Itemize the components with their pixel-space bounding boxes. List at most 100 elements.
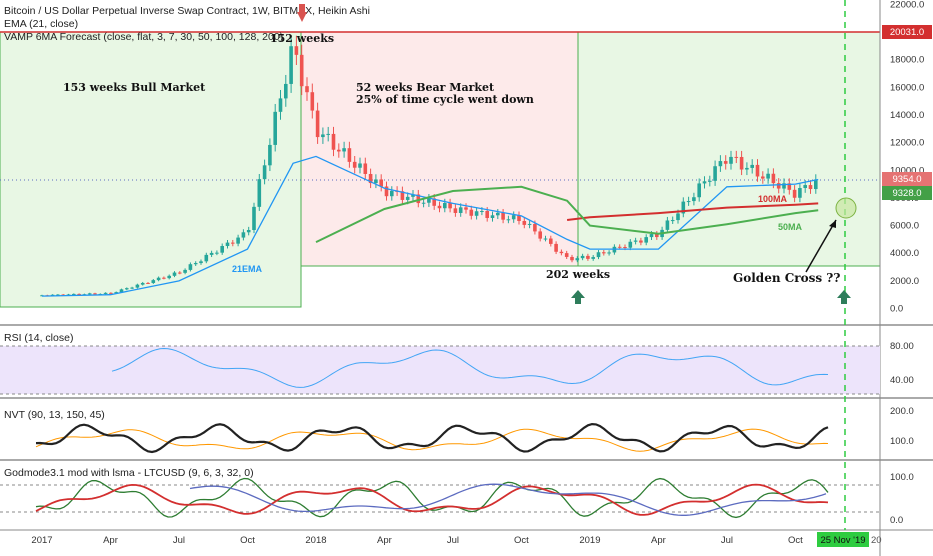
time-axis-partial: 20 (871, 535, 882, 546)
candle-body (358, 163, 362, 168)
candle-body (496, 212, 500, 216)
candle-body (782, 183, 786, 189)
candle-body (204, 254, 209, 262)
candle-body (591, 257, 595, 259)
candle-body (761, 176, 765, 179)
y-ticks-group: 22000.020000.018000.016000.014000.012000… (890, 0, 924, 315)
candle-body (140, 282, 145, 285)
candle-body (490, 215, 495, 218)
current-date-badge (817, 532, 869, 547)
candle-body (321, 134, 325, 138)
candle-body (130, 287, 134, 289)
candle-body (448, 203, 452, 209)
time-axis-label: Jul (447, 535, 459, 546)
candle-body (739, 156, 744, 170)
candle-body (549, 238, 553, 244)
candle-body (178, 272, 182, 274)
candle-body (384, 186, 389, 197)
candle-body (697, 183, 701, 198)
golden-cross-marker (835, 197, 857, 219)
last-price-badge (882, 172, 932, 186)
ma50-label: 50MA (778, 222, 803, 232)
time-axis-label: Apr (651, 535, 666, 546)
candle-body (146, 282, 150, 284)
candle-body (363, 163, 368, 174)
candle-body (289, 46, 293, 84)
candle-body (172, 272, 177, 276)
time-axis-label: 2017 (31, 535, 52, 546)
ma-price-text: 9328.0 (892, 188, 921, 199)
candle-body (580, 255, 585, 259)
down-arrow-icon (297, 12, 307, 22)
candle-body (607, 252, 611, 254)
candle-body (246, 230, 251, 233)
up-arrow-icon (837, 290, 851, 304)
candle-body (193, 263, 198, 265)
candle-body (135, 284, 140, 288)
candle-body (315, 110, 320, 138)
candle-body (421, 202, 426, 204)
candle-body (162, 277, 166, 279)
godmode-red-line (35, 483, 829, 516)
candle-body (776, 183, 781, 189)
candle-body (119, 289, 124, 293)
candle-body (469, 209, 474, 216)
candle-body (686, 201, 691, 203)
candle-body (241, 232, 246, 238)
y-tick-label: 12000.0 (890, 138, 924, 149)
candle-body (554, 243, 558, 252)
candle-body (575, 258, 580, 261)
candle-body (655, 234, 659, 238)
time-axis: 2017 Apr Jul Oct 2018 Apr Jul Oct 2019 Apr Jul Oct (31, 535, 803, 546)
candle-body (374, 179, 378, 184)
candle-body (225, 242, 230, 247)
y-tick-label: 0.0 (890, 304, 903, 315)
candle-body (808, 185, 813, 190)
candle-body (628, 241, 633, 248)
ma-price-badge (882, 186, 932, 200)
candle-body (464, 207, 468, 210)
candle-body (411, 194, 415, 197)
candle-body (787, 183, 792, 190)
candle-body (236, 237, 240, 244)
candle-body (416, 194, 421, 204)
candle-body (745, 167, 749, 170)
candle-body (559, 251, 564, 254)
candle-body (268, 144, 272, 166)
time-axis-label: Apr (103, 535, 118, 546)
candle-body (257, 179, 262, 207)
series-line-ema-21-close- (41, 155, 819, 297)
candle-body (331, 133, 336, 150)
candle-body (670, 220, 675, 222)
bear-market-sub-label: 25% of time cycle went down (356, 93, 534, 106)
candle-body (702, 181, 707, 184)
time-axis-label: Oct (240, 535, 255, 546)
nvt-line (35, 422, 829, 454)
down-arrow-icon (299, 4, 305, 12)
candle-body (151, 280, 156, 283)
candle-body (538, 231, 542, 239)
candle-body (485, 211, 489, 218)
candle-body (766, 173, 770, 179)
candle-body (633, 240, 638, 242)
ma100-label: 100MA (758, 194, 788, 204)
bull-zone-2017 (0, 31, 302, 308)
godmode-blue-line (189, 483, 827, 516)
weeks-152-label: 152 weeks (270, 32, 334, 45)
ema-legend: EMA (21, close) (4, 18, 78, 30)
candle-body (803, 185, 807, 189)
candle-body (586, 255, 590, 259)
candle-body (87, 293, 92, 295)
candle-body (501, 212, 505, 220)
candle-body (156, 277, 161, 281)
candle-body (183, 269, 187, 273)
weeks-202-label: 202 weeks (546, 268, 610, 281)
arrowhead-icon (829, 220, 836, 228)
time-axis-label: Jul (173, 535, 185, 546)
time-axis-label: Oct (514, 535, 529, 546)
candle-body (517, 215, 521, 221)
candle-body (432, 198, 436, 206)
candle-body (458, 207, 463, 213)
candle-body (708, 180, 712, 182)
